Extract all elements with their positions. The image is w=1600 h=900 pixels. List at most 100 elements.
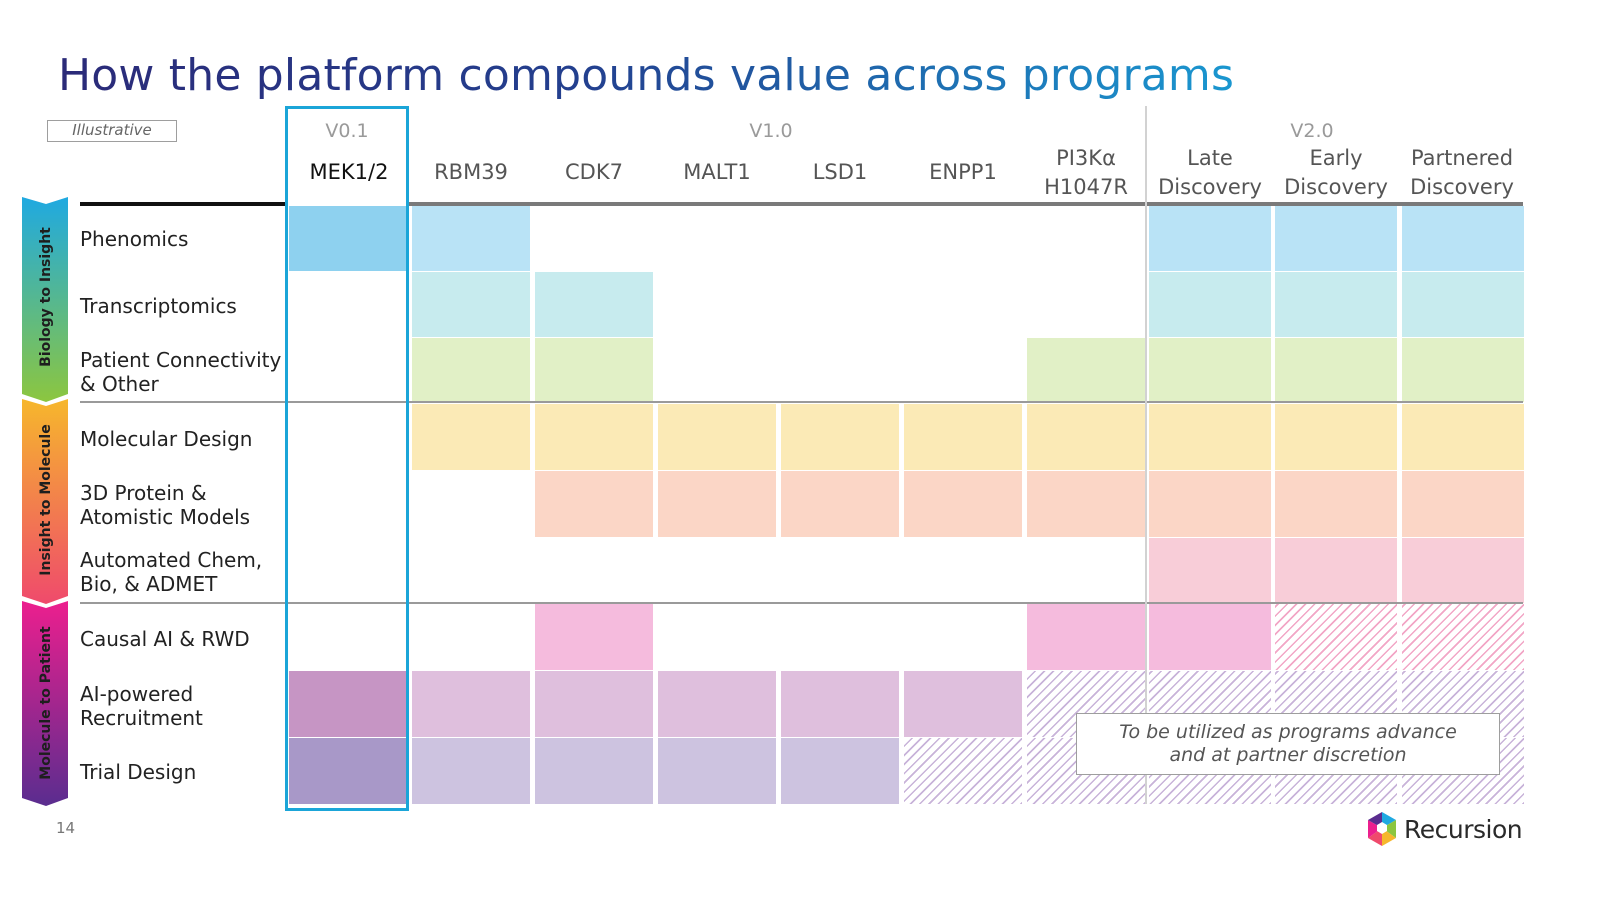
cell-molecular-design-early (1275, 404, 1397, 470)
cell-phenomics-partnered (1402, 206, 1524, 271)
row-label-line: Transcriptomics (80, 294, 237, 318)
cell-ai-recruitment-mek (289, 671, 407, 737)
cell-molecular-design-cdk7 (535, 404, 653, 470)
cell-patient-connectivity-cdk7 (535, 338, 653, 402)
illustrative-tag: Illustrative (47, 120, 177, 142)
column-header-line: MEK1/2 (309, 160, 389, 184)
note-line-2: and at partner discretion (1169, 744, 1407, 766)
cell-automated-chem-late (1149, 538, 1271, 603)
header-rule (409, 202, 1523, 206)
version-v20: V2.0 (1290, 120, 1334, 142)
row-label-trial-design: Trial Design (80, 760, 196, 784)
version-v01: V0.1 (325, 120, 369, 142)
group-divider-1 (80, 401, 1523, 403)
row-label-molecular-design: Molecular Design (80, 427, 252, 451)
column-header-line: Discovery (1410, 175, 1514, 199)
group-label-biology: Biology to Insight (38, 227, 54, 367)
cell-causal-ai-partnered (1402, 604, 1524, 670)
cell-automated-chem-partnered (1402, 538, 1524, 603)
cell-transcriptomics-partnered (1402, 272, 1524, 337)
column-header-pi3k: PI3Kα H1047R (1016, 144, 1156, 202)
row-label-patient-connectivity: Patient Connectivity & Other (80, 348, 281, 396)
row-label-line: Trial Design (80, 760, 197, 784)
cell-patient-connectivity-late (1149, 338, 1271, 402)
cell-ai-recruitment-enpp1 (904, 671, 1022, 737)
row-label-line: Causal AI & RWD (80, 627, 250, 651)
version-v10: V1.0 (749, 120, 793, 142)
cell-phenomics-late (1149, 206, 1271, 271)
group-divider-2 (80, 602, 1523, 604)
column-header-line: Early (1309, 146, 1363, 170)
cell-protein-models-cdk7 (535, 471, 653, 537)
cell-patient-connectivity-partnered (1402, 338, 1524, 402)
row-label-transcriptomics: Transcriptomics (80, 294, 237, 318)
column-header-line: H1047R (1044, 175, 1128, 199)
column-header-mek: MEK1/2 (279, 158, 419, 187)
column-header-late: Late Discovery (1140, 144, 1280, 202)
column-header-malt1: MALT1 (647, 158, 787, 187)
row-label-line: Bio, & ADMET (80, 572, 218, 596)
group-label-insight: Insight to Molecule (38, 424, 54, 576)
column-header-lsd1: LSD1 (770, 158, 910, 187)
column-header-line: LSD1 (812, 160, 868, 184)
column-header-line: ENPP1 (929, 160, 997, 184)
row-label-line: Molecular Design (80, 427, 253, 451)
column-header-line: Discovery (1284, 175, 1388, 199)
column-header-early: Early Discovery (1266, 144, 1406, 202)
cell-protein-models-early (1275, 471, 1397, 537)
cell-molecular-design-pi3k (1027, 404, 1145, 470)
row-label-line: Atomistic Models (80, 505, 251, 529)
cell-causal-ai-late (1149, 604, 1271, 670)
cell-transcriptomics-early (1275, 272, 1397, 337)
stage-arrow (22, 197, 68, 806)
row-label-protein-models: 3D Protein & Atomistic Models (80, 481, 250, 529)
cell-automated-chem-early (1275, 538, 1397, 603)
cell-causal-ai-early (1275, 604, 1397, 670)
cell-trial-design-rbm39 (412, 738, 530, 804)
row-label-line: Patient Connectivity (80, 348, 282, 372)
cell-molecular-design-malt1 (658, 404, 776, 470)
cell-molecular-design-enpp1 (904, 404, 1022, 470)
cell-trial-design-enpp1 (904, 738, 1022, 804)
column-header-cdk7: CDK7 (524, 158, 664, 187)
note-line-1: To be utilized as programs advance (1119, 721, 1457, 743)
cell-phenomics-early (1275, 206, 1397, 271)
cell-transcriptomics-rbm39 (412, 272, 530, 337)
cell-ai-recruitment-malt1 (658, 671, 776, 737)
column-header-line: Partnered (1410, 146, 1514, 170)
cell-trial-design-malt1 (658, 738, 776, 804)
cell-trial-design-lsd1 (781, 738, 899, 804)
header-rule-dark (80, 202, 288, 206)
cell-transcriptomics-cdk7 (535, 272, 653, 337)
arrow-segment-insight (22, 399, 68, 604)
row-label-line: Automated Chem, (80, 548, 263, 572)
page-title: How the platform compounds value across … (58, 50, 1235, 101)
row-label-line: AI-powered (80, 682, 194, 706)
recursion-logo-icon (1368, 812, 1396, 846)
page-number: 14 (56, 819, 76, 837)
brand-logo: Recursion (1366, 811, 1523, 847)
cell-protein-models-lsd1 (781, 471, 899, 537)
cell-ai-recruitment-rbm39 (412, 671, 530, 737)
row-label-automated-chem: Automated Chem, Bio, & ADMET (80, 548, 262, 596)
cell-patient-connectivity-rbm39 (412, 338, 530, 402)
arrow-segment-molecule (22, 601, 68, 806)
row-label-line: Recruitment (80, 706, 203, 730)
cell-trial-design-cdk7 (535, 738, 653, 804)
column-header-rbm39: RBM39 (401, 158, 541, 187)
mek-highlight-box (285, 106, 409, 811)
column-header-line: CDK7 (565, 160, 623, 184)
cell-molecular-design-late (1149, 404, 1271, 470)
cell-protein-models-partnered (1402, 471, 1524, 537)
cell-causal-ai-cdk7 (535, 604, 653, 670)
cell-phenomics-mek (289, 206, 407, 271)
cell-protein-models-malt1 (658, 471, 776, 537)
cell-ai-recruitment-lsd1 (781, 671, 899, 737)
cell-phenomics-rbm39 (412, 206, 530, 271)
cell-causal-ai-pi3k (1027, 604, 1145, 670)
partner-note: To be utilized as programs advance and a… (1076, 713, 1500, 775)
column-header-line: MALT1 (683, 160, 751, 184)
cell-transcriptomics-late (1149, 272, 1271, 337)
brand-name: Recursion (1404, 814, 1523, 844)
cell-molecular-design-lsd1 (781, 404, 899, 470)
